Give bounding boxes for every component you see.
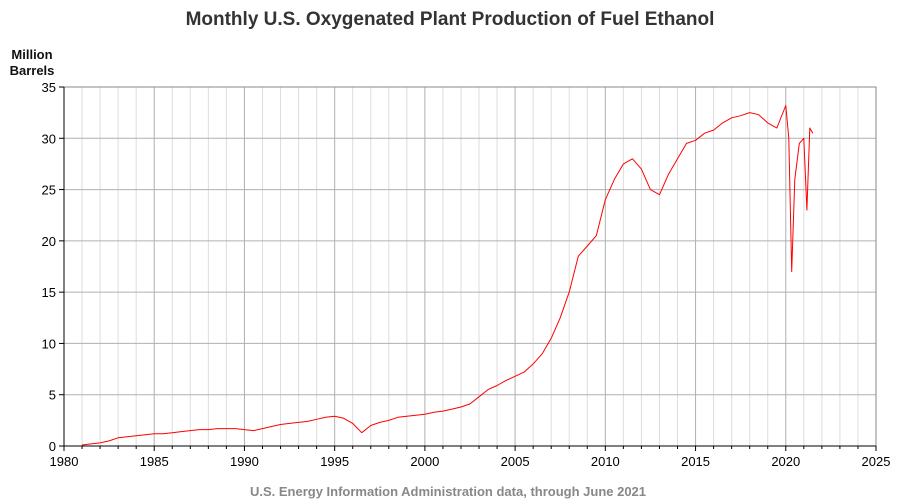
- y-tick-label: 35: [42, 80, 56, 95]
- plot-frame: [63, 86, 877, 447]
- x-tick-label: 1995: [320, 454, 349, 469]
- axis-ticks: 1980 1985 1990 1995 2000 2005 2010 2015 2020 2025…: [42, 80, 891, 469]
- x-tick-label: 2005: [501, 454, 530, 469]
- x-tick-label: 1985: [140, 454, 169, 469]
- x-tick-label: 1990: [230, 454, 259, 469]
- y-axis-label-line-1: Million: [11, 47, 52, 62]
- x-tick-label: 2000: [410, 454, 439, 469]
- x-tick-label: 2015: [681, 454, 710, 469]
- y-tick-label: 0: [49, 439, 56, 454]
- y-tick-label: 30: [42, 131, 56, 146]
- grid: [64, 87, 876, 446]
- source-note: U.S. Energy Information Administration d…: [250, 484, 646, 499]
- series-layer: [81, 105, 814, 446]
- x-tick-label: 2025: [862, 454, 891, 469]
- y-tick-label: 10: [42, 336, 56, 351]
- x-tick-label: 1980: [50, 454, 79, 469]
- x-tick-label: 2020: [771, 454, 800, 469]
- y-tick-label: 20: [42, 234, 56, 249]
- y-tick-label: 15: [42, 285, 56, 300]
- series-line-0: [81, 105, 814, 446]
- x-tick-label: 2010: [591, 454, 620, 469]
- y-axis-label-line-2: Barrels: [10, 63, 55, 78]
- chart-title: Monthly U.S. Oxygenated Plant Production…: [186, 9, 715, 30]
- y-tick-label: 25: [42, 183, 56, 198]
- y-tick-label: 5: [49, 388, 56, 403]
